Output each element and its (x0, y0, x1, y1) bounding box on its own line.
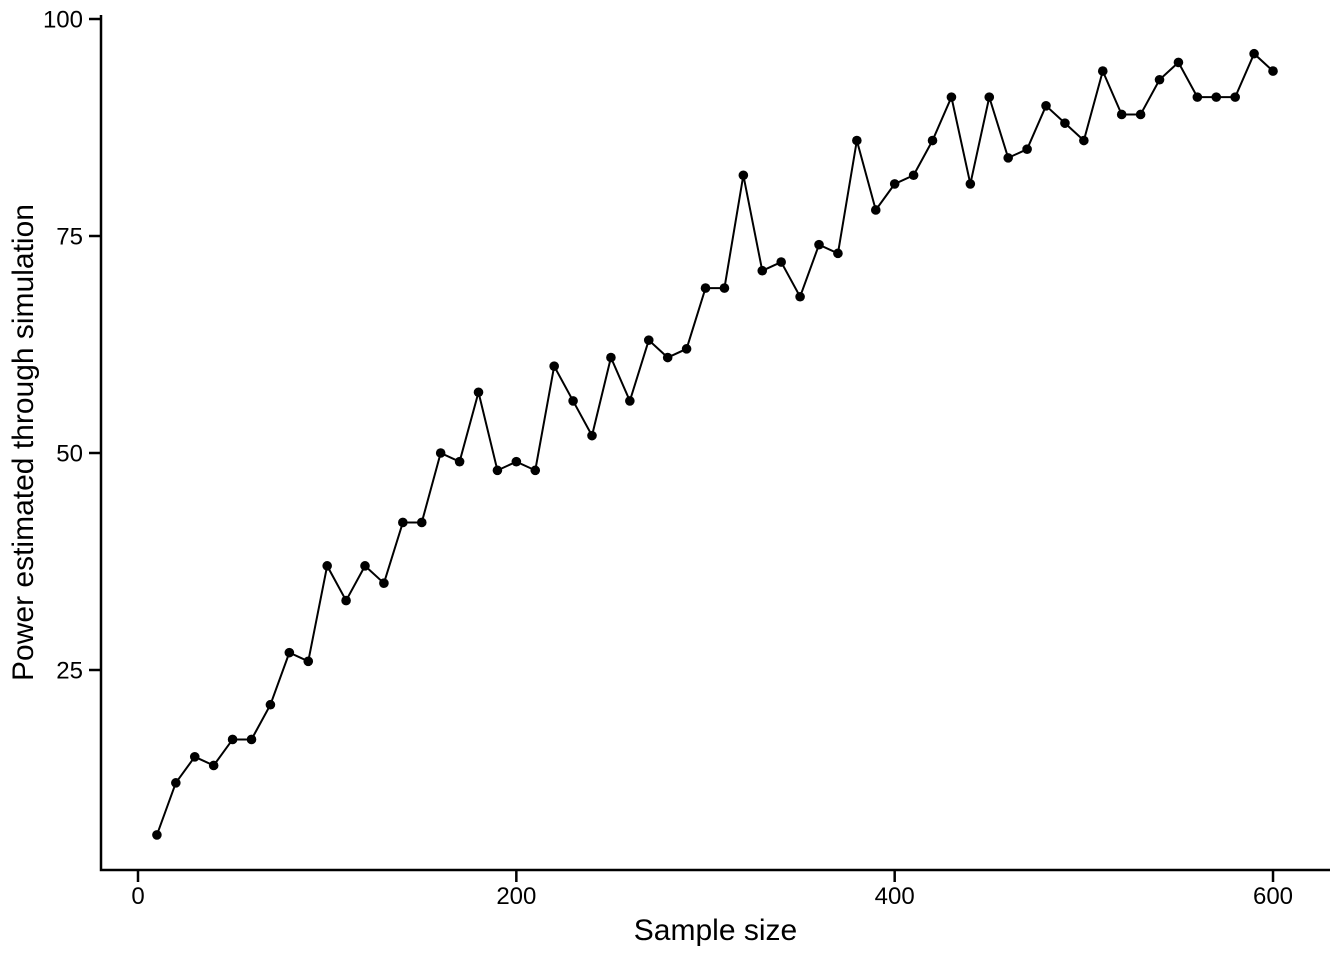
data-point (587, 430, 597, 441)
data-point (927, 135, 938, 146)
data-point (227, 734, 238, 745)
data-point (549, 361, 559, 372)
data-point (265, 699, 276, 710)
data-point (757, 265, 768, 276)
data-point (1079, 135, 1089, 146)
data-series (152, 48, 1278, 840)
data-point (719, 283, 730, 293)
data-point (492, 465, 503, 476)
y-tick-label: 25 (56, 658, 83, 685)
data-point (511, 456, 522, 467)
data-point (303, 656, 314, 667)
data-point (1116, 109, 1127, 120)
data-point (946, 92, 957, 102)
x-tick-label: 0 (131, 883, 144, 910)
data-point (814, 239, 824, 250)
data-point (189, 752, 200, 762)
data-point (965, 179, 976, 189)
data-point (776, 257, 786, 267)
data-point (870, 205, 881, 215)
data-point (1192, 92, 1203, 102)
data-point (1135, 109, 1146, 120)
data-point (1211, 92, 1222, 102)
y-tick-label: 75 (56, 224, 83, 251)
data-point (889, 179, 900, 189)
x-axis-title: Sample size (634, 914, 797, 947)
data-point (530, 465, 541, 476)
data-point (1097, 66, 1108, 76)
data-point (1022, 144, 1032, 154)
data-point (454, 456, 465, 467)
data-point (152, 830, 162, 840)
data-point (1230, 92, 1240, 102)
data-point (322, 561, 332, 571)
y-axis-ticks: 25 50 75 100 (43, 7, 100, 685)
data-point (606, 352, 616, 363)
data-point (984, 92, 995, 102)
x-tick-label: 600 (1253, 883, 1293, 910)
series-line (155, 52, 1274, 836)
data-point (908, 170, 919, 181)
data-point (398, 517, 408, 528)
data-point (795, 291, 805, 302)
data-point (416, 517, 427, 528)
data-point (246, 734, 257, 745)
data-point (1041, 101, 1051, 111)
data-point (1173, 57, 1184, 68)
data-point (681, 344, 692, 354)
data-point (833, 248, 843, 259)
data-point (1154, 74, 1165, 85)
x-tick-label: 200 (496, 883, 536, 910)
data-point (852, 135, 862, 146)
y-axis-title: Power estimated through simulation (7, 204, 40, 681)
data-point (379, 578, 389, 588)
data-point (1268, 66, 1278, 76)
data-point (208, 760, 219, 771)
data-point (360, 561, 370, 571)
data-point (738, 170, 749, 181)
data-point (435, 448, 446, 458)
x-tick-label: 400 (875, 883, 915, 910)
data-point (171, 778, 181, 788)
y-tick-label: 100 (43, 7, 83, 34)
data-point (568, 396, 578, 406)
axis-lines (99, 15, 1330, 872)
data-point (625, 396, 635, 406)
data-point (341, 595, 351, 606)
data-point (473, 387, 484, 398)
x-axis-ticks: 0 200 400 600 (131, 871, 1293, 910)
y-tick-label: 50 (56, 441, 83, 468)
data-point (1249, 48, 1259, 59)
data-point (700, 283, 711, 293)
data-point (1003, 153, 1013, 163)
data-point (662, 352, 673, 363)
data-point (643, 335, 654, 345)
data-point (284, 647, 295, 658)
data-point (1060, 118, 1070, 128)
